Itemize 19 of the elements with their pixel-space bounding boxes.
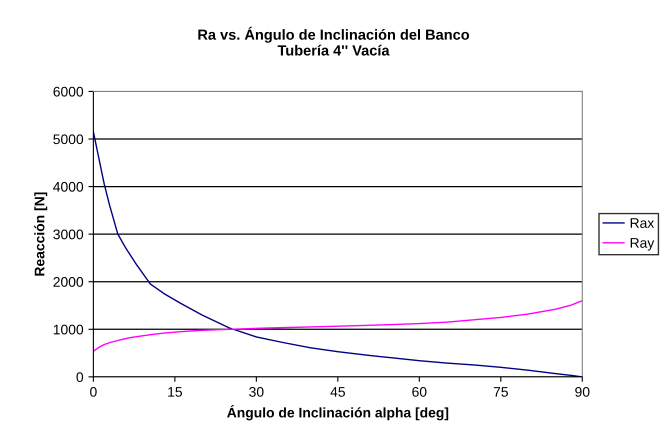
x-tick-label: 60: [412, 386, 427, 397]
legend-label: Rax: [630, 218, 654, 228]
y-tick-label: 5000: [53, 134, 84, 144]
x-tick-label: 45: [330, 387, 345, 397]
y-axis-title: Reacción [N]: [34, 192, 48, 276]
x-tick-label: 90: [575, 386, 590, 397]
x-tick-label: 15: [168, 387, 182, 397]
x-tick-label: 30: [249, 386, 264, 397]
y-tick-label: 0: [76, 372, 84, 382]
y-tick-label: 6000: [53, 86, 84, 97]
x-tick-label: 0: [90, 386, 97, 397]
chart-title: Ra vs. Ángulo de Inclinación del Banco Tubería 4'' Vacía: [198, 26, 470, 56]
y-tick-label: 3000: [53, 229, 84, 240]
y-tick-label: 4000: [53, 182, 84, 192]
legend-label: Ray: [630, 238, 654, 251]
x-axis-title: Ángulo de Inclinación alpha [deg]: [227, 405, 448, 420]
y-tick-label: 1000: [54, 324, 84, 334]
x-tick-label: 75: [494, 387, 508, 397]
y-tick-label: 2000: [53, 277, 84, 287]
